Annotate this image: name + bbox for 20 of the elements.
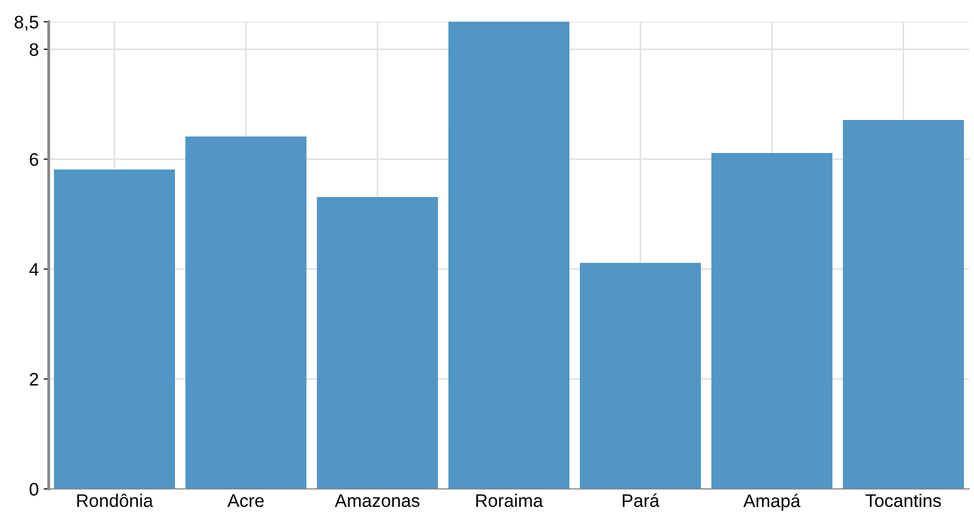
bar bbox=[580, 262, 701, 489]
x-tick-label: Roraima bbox=[476, 494, 544, 508]
bar bbox=[842, 120, 964, 489]
y-tick-label: 8 bbox=[30, 43, 38, 56]
bar bbox=[448, 22, 570, 489]
y-tick-label: 6 bbox=[30, 153, 38, 166]
x-tick-label: Acre bbox=[227, 494, 264, 508]
y-tick-label: 8,5 bbox=[14, 16, 38, 31]
y-tick-label: 4 bbox=[29, 263, 38, 276]
bar bbox=[711, 152, 832, 489]
x-tick-label: Rondônia bbox=[77, 494, 154, 508]
bar bbox=[316, 196, 438, 489]
bar bbox=[54, 169, 175, 489]
x-tick-label: Tocantins bbox=[866, 494, 941, 508]
y-tick-label: 0 bbox=[30, 482, 38, 496]
x-tick-label: Pará bbox=[622, 494, 660, 508]
x-tick-label: Amazonas bbox=[334, 494, 420, 508]
y-tick-label: 2 bbox=[30, 372, 38, 386]
x-tick-label: Amapá bbox=[743, 494, 800, 511]
bar bbox=[185, 136, 306, 489]
